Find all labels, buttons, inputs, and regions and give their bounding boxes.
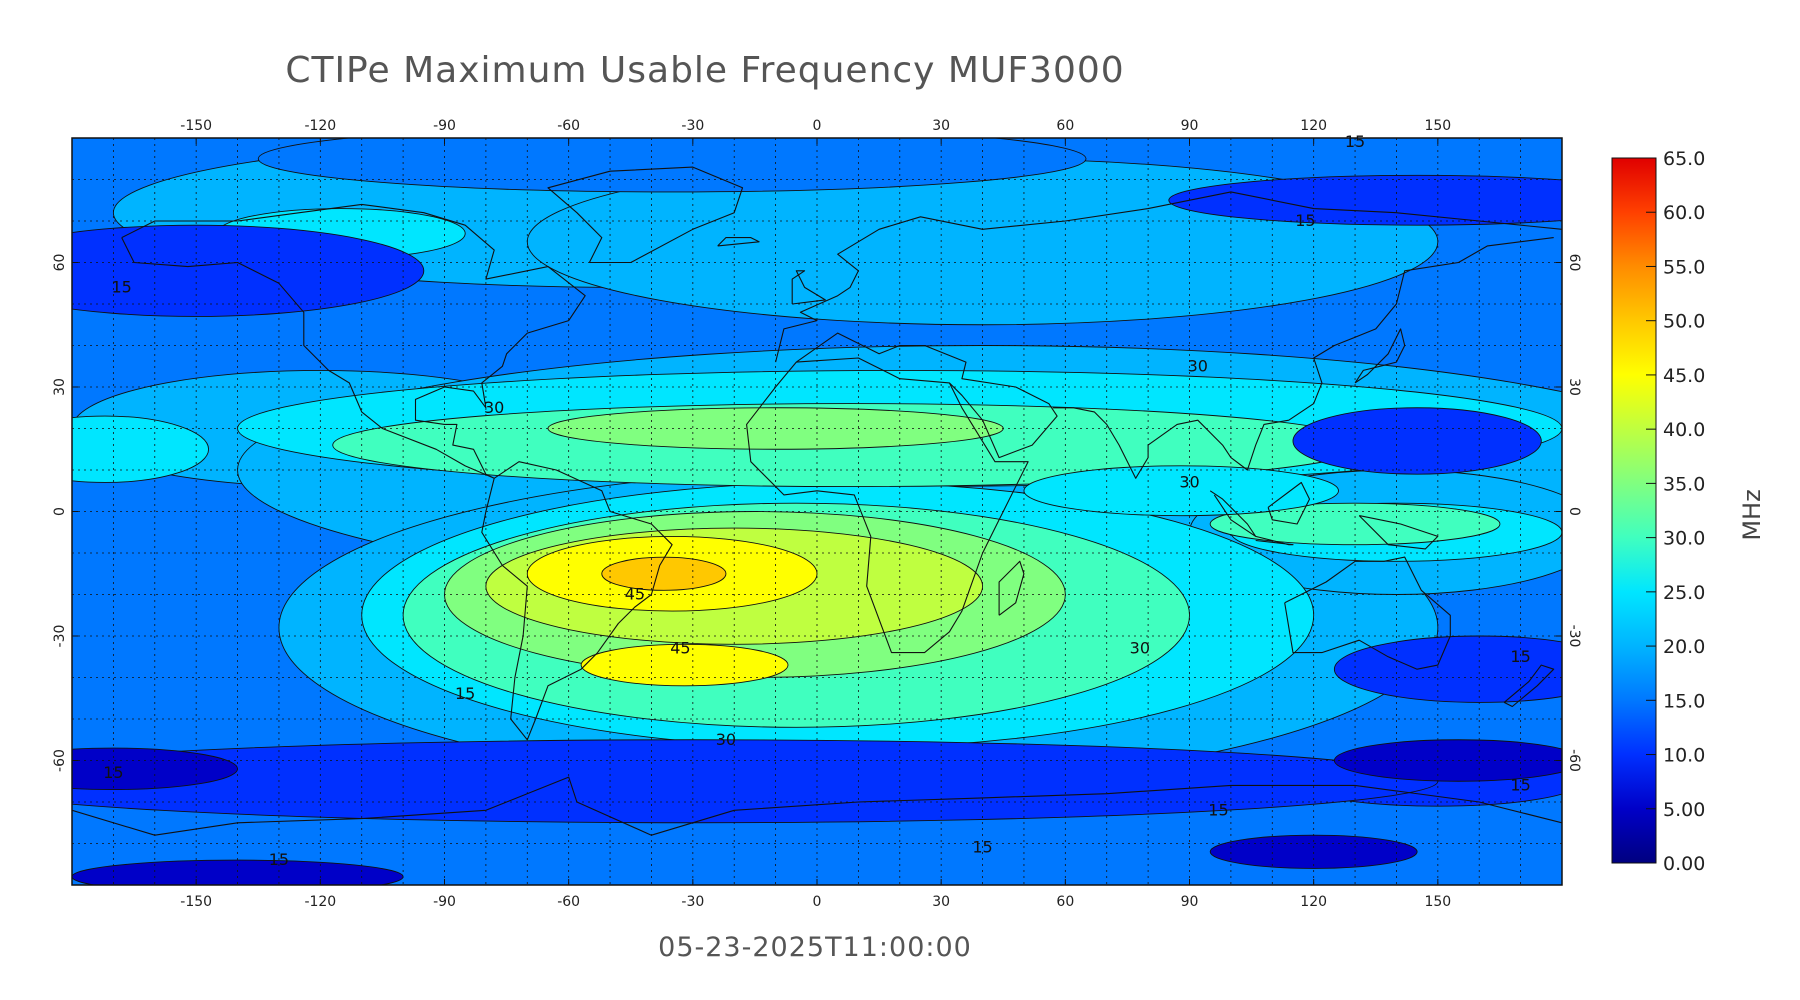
page-title: CTIPe Maximum Usable Frequency MUF3000 [285, 50, 1125, 91]
contour-label: 15 [455, 684, 475, 703]
lon-tick-top: 90 [1181, 118, 1199, 134]
muf-level-band [580, 643, 789, 687]
contour-label: 30 [1130, 638, 1150, 657]
lon-tick-top: 150 [1424, 118, 1451, 134]
coastline [746, 357, 1029, 654]
colorbar-tick-label: 5.00 [1663, 799, 1705, 821]
muf-level-band [1168, 174, 1562, 226]
muf-level-band [72, 415, 210, 483]
lon-tick-top: -120 [304, 118, 336, 134]
contour-label: 30 [716, 730, 736, 749]
lon-tick-bottom: 30 [932, 894, 950, 910]
lon-tick-top: -150 [180, 118, 212, 134]
lon-tick-bottom: -30 [681, 894, 704, 910]
contour-label: 15 [1208, 800, 1228, 819]
contour-label: 45 [625, 585, 645, 604]
coastline [1284, 556, 1451, 670]
coastline [791, 270, 826, 305]
contour-label: 15 [1510, 647, 1530, 666]
lat-tick-right: -60 [1566, 749, 1582, 772]
contour-label: 30 [484, 398, 504, 417]
muf-level-band [1333, 739, 1562, 782]
lon-tick-bottom: -60 [557, 894, 580, 910]
lon-tick-top: 120 [1300, 118, 1327, 134]
lat-tick-right: 60 [1566, 254, 1582, 272]
contour-label: 30 [1179, 472, 1199, 491]
contour-label: 15 [111, 277, 131, 296]
lat-tick-right: 0 [1566, 507, 1582, 516]
lon-tick-top: 0 [813, 118, 822, 134]
colorbar-tick-label: 25.0 [1663, 582, 1705, 604]
lat-tick-left: 0 [52, 507, 68, 516]
colorbar-tick-label: 30.0 [1663, 528, 1705, 550]
colorbar: 65.0 60.0 55.0 50.0 45.0 40.0 35.0 30.0 25.0 20.0… [1611, 148, 1766, 875]
muf-level-band [1292, 407, 1542, 475]
lat-tick-right: 30 [1566, 378, 1582, 396]
muf-contour-fill [72, 138, 1562, 885]
lon-tick-bottom: -90 [433, 894, 456, 910]
axis-ticks: -150-150-120-120-90-90-60-60-30-30003030… [52, 118, 1582, 910]
colorbar-tick-label: 55.0 [1663, 256, 1705, 278]
colorbar-unit-label: MHz [1738, 489, 1766, 540]
contour-label: 45 [670, 638, 690, 657]
colorbar-tick-label: 20.0 [1663, 636, 1705, 658]
lat-tick-left: -30 [52, 625, 68, 648]
coastline [1209, 490, 1257, 537]
lon-tick-top: -90 [433, 118, 456, 134]
colorbar-tick-label: 15.0 [1663, 690, 1705, 712]
contour-label: 15 [1510, 775, 1530, 794]
coastline [481, 461, 673, 741]
lat-tick-right: -30 [1566, 625, 1582, 648]
lon-tick-bottom: 0 [813, 894, 822, 910]
timestamp-label: 05-23-2025T11:00:00 [658, 932, 972, 963]
contour-label: 15 [972, 838, 992, 857]
muf-level-band [257, 138, 1087, 193]
colorbar-tick-label: 0.00 [1663, 853, 1705, 875]
lat-tick-left: 60 [52, 254, 68, 272]
contour-label: 15 [269, 850, 289, 869]
lon-tick-bottom: 150 [1424, 894, 1451, 910]
coastline [1052, 237, 1554, 479]
coastline [717, 237, 760, 247]
contour-label-layer: 30 30 30 30 30 45 45 15 15 15 15 15 15 15 15 15 15 [103, 132, 1531, 869]
lon-tick-bottom: -150 [180, 894, 212, 910]
coastline [1503, 664, 1555, 708]
colorbar-tick-label: 45.0 [1663, 365, 1705, 387]
contour-label: 30 [1188, 356, 1208, 375]
muf-level-band [1023, 465, 1339, 517]
lon-tick-bottom: 120 [1300, 894, 1327, 910]
muf-level-band [72, 224, 425, 317]
lon-tick-bottom: 60 [1056, 894, 1074, 910]
lon-tick-top: 60 [1056, 118, 1074, 134]
contour-label: 15 [103, 763, 123, 782]
lat-tick-left: 30 [52, 378, 68, 396]
colorbar-tick-label: 10.0 [1663, 745, 1705, 767]
coastline [1358, 515, 1439, 550]
coastline [547, 166, 744, 264]
colorbar-ramp [1611, 157, 1657, 864]
lon-tick-bottom: 90 [1181, 894, 1199, 910]
lat-tick-left: -60 [52, 749, 68, 772]
colorbar-tick-label: 35.0 [1663, 473, 1705, 495]
graticule-grid [72, 138, 1562, 885]
contour-label: 15 [1295, 211, 1315, 230]
contour-label: 15 [1345, 132, 1365, 151]
colorbar-tick-label: 50.0 [1663, 311, 1705, 333]
muf-level-band [601, 556, 727, 591]
lon-tick-top: 30 [932, 118, 950, 134]
lon-tick-top: -30 [681, 118, 704, 134]
lon-tick-top: -60 [557, 118, 580, 134]
coastline [121, 203, 586, 479]
colorbar-tick-label: 60.0 [1663, 202, 1705, 224]
colorbar-tick-label: 65.0 [1663, 148, 1705, 170]
coastline [998, 560, 1025, 616]
colorbar-ticks: 65.0 60.0 55.0 50.0 45.0 40.0 35.0 30.0 25.0 20.0… [1646, 148, 1705, 875]
lon-tick-bottom: -120 [304, 894, 336, 910]
colorbar-tick-label: 40.0 [1663, 419, 1705, 441]
